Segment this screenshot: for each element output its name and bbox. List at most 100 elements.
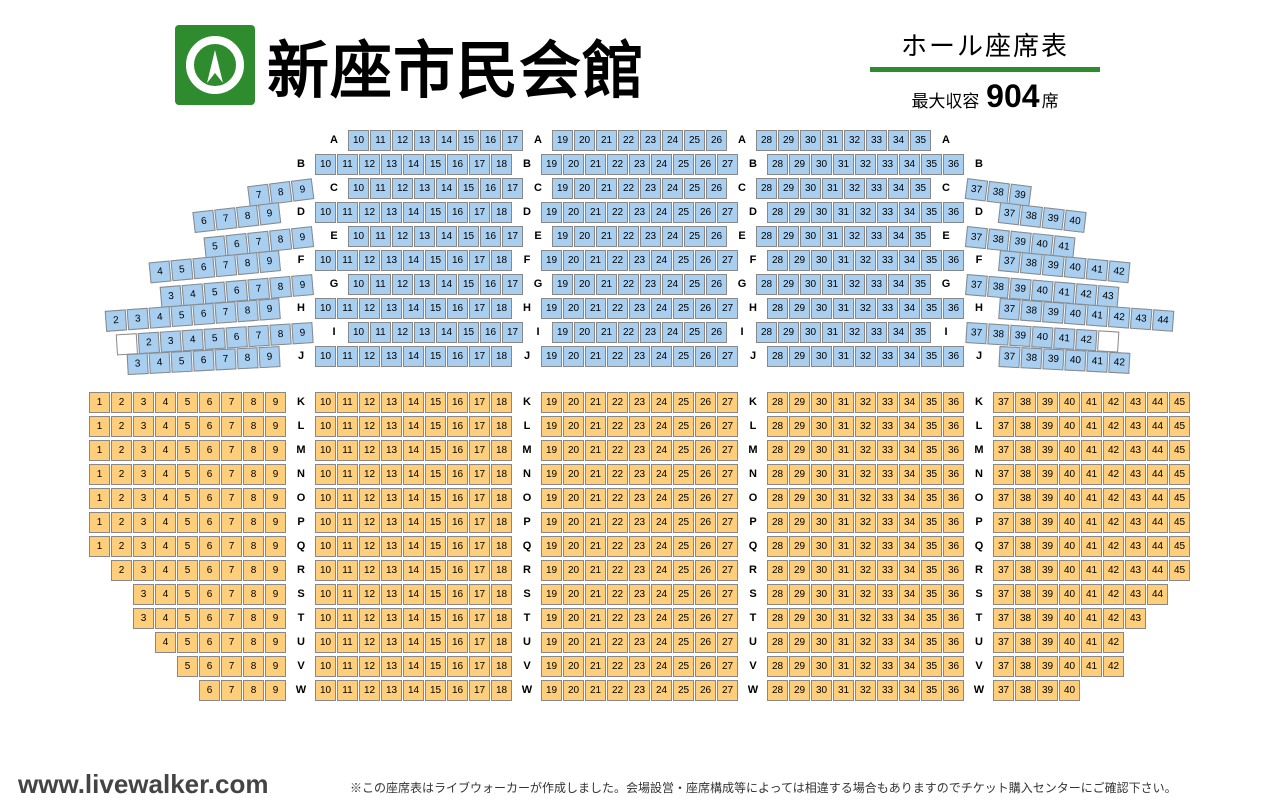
seat: 10: [315, 536, 336, 557]
seat: 1: [89, 512, 110, 533]
seat: 6: [199, 680, 220, 701]
seat: 23: [640, 322, 661, 343]
seat: 24: [651, 440, 672, 461]
seat: 8: [269, 228, 292, 251]
seat: 29: [789, 632, 810, 653]
seat: 40: [1059, 680, 1080, 701]
seat: 21: [585, 346, 606, 367]
seat: 6: [199, 560, 220, 581]
row-label: O: [295, 488, 307, 509]
seat: 33: [877, 416, 898, 437]
seat: 29: [789, 464, 810, 485]
seat: 10: [315, 584, 336, 605]
seat: 32: [855, 154, 876, 175]
seat: 37: [998, 202, 1021, 225]
seat: 29: [789, 392, 810, 413]
seat: 4: [155, 608, 176, 629]
seat: 38: [1015, 632, 1036, 653]
row-label: N: [747, 464, 759, 485]
row-label: P: [295, 512, 307, 533]
row-label: D: [295, 202, 307, 223]
seat: 31: [833, 154, 854, 175]
seat: 14: [403, 512, 424, 533]
seat: 28: [767, 464, 788, 485]
seat: 1: [89, 464, 110, 485]
seat: 35: [921, 560, 942, 581]
row-label: J: [295, 346, 307, 367]
seat: 34: [899, 680, 920, 701]
seat: 17: [469, 632, 490, 653]
seat: 15: [425, 536, 446, 557]
seat: 14: [403, 464, 424, 485]
seat: 15: [458, 274, 479, 295]
seat: 17: [469, 536, 490, 557]
seat: 37: [993, 608, 1014, 629]
seat: 34: [899, 154, 920, 175]
seat: 20: [563, 464, 584, 485]
seat: 17: [469, 298, 490, 319]
seat: 26: [706, 226, 727, 247]
seat: 33: [877, 440, 898, 461]
seat: 35: [921, 416, 942, 437]
seat: 22: [618, 226, 639, 247]
seat: 9: [265, 440, 286, 461]
seat: 39: [1037, 464, 1058, 485]
seat: 41: [1081, 536, 1102, 557]
seat: 7: [214, 301, 236, 323]
seat: 19: [541, 202, 562, 223]
seat: 6: [199, 608, 220, 629]
seat: 9: [265, 536, 286, 557]
seat: 8: [243, 536, 264, 557]
row-label: B: [747, 154, 759, 175]
seat: 40: [1059, 488, 1080, 509]
row-label: B: [521, 154, 533, 175]
seating-chart: A1011121314151617A1920212223242526A28293…: [0, 130, 1280, 704]
seat: 35: [910, 226, 931, 247]
seat: 29: [789, 608, 810, 629]
row-label: U: [295, 632, 307, 653]
seat: 30: [811, 536, 832, 557]
seat: 4: [155, 632, 176, 653]
seat: 22: [607, 464, 628, 485]
seat: 12: [359, 416, 380, 437]
seat: 42: [1108, 352, 1130, 374]
row-label: W: [295, 680, 307, 701]
seat: 25: [684, 322, 705, 343]
row-label: J: [747, 346, 759, 367]
seat: 15: [425, 656, 446, 677]
seat: 30: [811, 250, 832, 271]
seat: 22: [607, 250, 628, 271]
seat: 16: [447, 346, 468, 367]
seat: 42: [1103, 416, 1124, 437]
seat: 28: [767, 488, 788, 509]
seat: 8: [243, 440, 264, 461]
row-label: K: [747, 392, 759, 413]
seat: 22: [607, 608, 628, 629]
seat: 29: [778, 226, 799, 247]
seat: 16: [480, 274, 501, 295]
seat: 17: [502, 274, 523, 295]
seat: 8: [243, 608, 264, 629]
seat: 21: [585, 464, 606, 485]
seat: 35: [921, 632, 942, 653]
seat: 25: [673, 416, 694, 437]
seat: 19: [541, 560, 562, 581]
row-label: M: [747, 440, 759, 461]
seat: 38: [1020, 300, 1042, 322]
seat: 4: [155, 488, 176, 509]
seat: 25: [673, 346, 694, 367]
seat: 36: [943, 632, 964, 653]
row-label: S: [295, 584, 307, 605]
seat: 30: [811, 202, 832, 223]
seat: 27: [717, 250, 738, 271]
seat: 36: [943, 440, 964, 461]
seat: 36: [943, 560, 964, 581]
seat: 16: [447, 656, 468, 677]
seat: 15: [425, 584, 446, 605]
seat: 30: [811, 584, 832, 605]
seat: 12: [392, 178, 413, 199]
seat: 18: [491, 464, 512, 485]
seat: 23: [640, 178, 661, 199]
seat: 31: [833, 440, 854, 461]
seat: 28: [767, 250, 788, 271]
